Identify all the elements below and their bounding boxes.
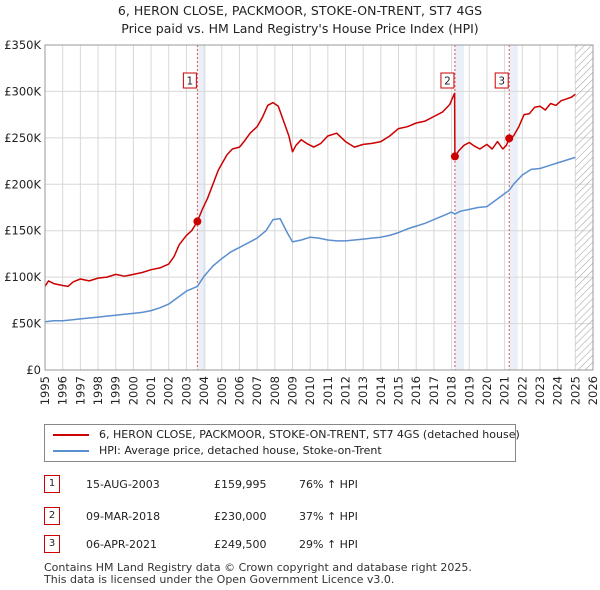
y-tick-label: £350K <box>4 38 41 52</box>
footer: Contains HM Land Registry data © Crown c… <box>44 562 472 586</box>
x-tick-label: 2022 <box>515 376 529 405</box>
x-tick-label: 2026 <box>586 376 600 405</box>
sale-price: £249,500 <box>214 538 267 551</box>
legend-swatch-property <box>53 434 89 436</box>
x-tick-label: 2010 <box>303 376 317 405</box>
y-tick-label: £150K <box>4 224 41 238</box>
x-tick-label: 2021 <box>498 376 512 405</box>
x-tick-label: 2011 <box>321 376 335 405</box>
x-tick-label: 2020 <box>480 376 494 405</box>
property-price-line <box>45 92 576 288</box>
legend-label-property: 6, HERON CLOSE, PACKMOOR, STOKE-ON-TRENT… <box>99 428 520 441</box>
sale-number-badge: 3 <box>44 535 60 553</box>
x-tick-label: 2014 <box>374 376 388 405</box>
x-tick-label: 2007 <box>250 376 264 405</box>
sale-label-box <box>440 72 455 89</box>
sale-date: 15-AUG-2003 <box>86 478 160 491</box>
y-tick-label: £100K <box>4 270 41 284</box>
x-tick-label: 2024 <box>551 376 565 405</box>
sale-hpi-change: 29% ↑ HPI <box>299 538 358 551</box>
price-chart: 1 2 3 £0 £50K £100K £150K £200K £250K £300K £350K… <box>4 38 600 405</box>
sale-date: 09-MAR-2018 <box>86 510 161 523</box>
title-line-2: Price paid vs. HM Land Registry's House … <box>121 21 479 36</box>
x-tick-label: 2025 <box>568 376 582 405</box>
sale-band <box>509 45 518 370</box>
sale-number-badge: 1 <box>44 475 60 493</box>
footer-licence: This data is licensed under the Open Gov… <box>44 573 395 586</box>
sale-price: £159,995 <box>214 478 267 491</box>
x-tick-label: 2013 <box>356 376 370 405</box>
x-tick-label: 1999 <box>109 376 123 405</box>
y-tick-label: £250K <box>4 131 41 145</box>
x-tick-label: 1996 <box>56 376 70 405</box>
x-tick-label: 2018 <box>445 376 459 405</box>
hpi-line <box>45 156 576 323</box>
y-tick-label: £200K <box>4 177 41 191</box>
x-tick-label: 2000 <box>126 376 140 405</box>
x-tick-label: 2023 <box>533 376 547 405</box>
y-tick-label: £0 <box>26 363 41 377</box>
x-tick-label: 2001 <box>144 376 158 405</box>
forecast-hatch <box>575 45 593 370</box>
sale-hpi-change: 76% ↑ HPI <box>299 478 358 491</box>
x-tick-label: 2002 <box>162 376 176 405</box>
x-tick-label: 2017 <box>427 376 441 405</box>
legend: 6, HERON CLOSE, PACKMOOR, STOKE-ON-TRENT… <box>44 424 520 462</box>
legend-swatch-hpi <box>53 450 89 452</box>
sale-number-badge: 2 <box>44 507 60 525</box>
x-tick-label: 2004 <box>197 376 211 405</box>
legend-label-hpi: HPI: Average price, detached house, Stok… <box>99 444 382 457</box>
sale-label-text: 1 <box>187 76 194 88</box>
y-tick-label: £300K <box>4 84 41 98</box>
sale-point <box>193 217 202 226</box>
plot-border <box>44 44 594 371</box>
sale-label-box <box>494 72 509 89</box>
x-tick-label: 2019 <box>462 376 476 405</box>
x-tick-label: 1997 <box>73 376 87 405</box>
x-tick-label: 2016 <box>409 376 423 405</box>
sale-date: 06-APR-2021 <box>86 538 158 551</box>
chart-title: 6, HERON CLOSE, PACKMOOR, STOKE-ON-TRENT… <box>0 2 600 38</box>
title-line-1: 6, HERON CLOSE, PACKMOOR, STOKE-ON-TRENT… <box>117 3 483 18</box>
sale-label-text: 3 <box>498 76 505 88</box>
x-tick-label: 2009 <box>285 376 299 405</box>
x-tick-label: 2003 <box>179 376 193 405</box>
sale-point <box>450 152 459 161</box>
sale-label-box <box>182 72 197 89</box>
x-tick-label: 2006 <box>232 376 246 405</box>
x-tick-label: 2005 <box>215 376 229 405</box>
x-tick-label: 2008 <box>268 376 282 405</box>
sale-hpi-change: 37% ↑ HPI <box>299 510 358 523</box>
sale-band <box>197 45 206 370</box>
sale-band <box>454 45 464 370</box>
x-tick-label: 2012 <box>339 376 353 405</box>
footer-copyright: Contains HM Land Registry data © Crown c… <box>44 561 472 574</box>
y-tick-label: £50K <box>12 317 42 331</box>
sale-price: £230,000 <box>214 510 267 523</box>
plot-area <box>45 45 593 370</box>
x-tick-label: 1995 <box>38 376 52 405</box>
x-tick-label: 1998 <box>91 376 105 405</box>
x-tick-label: 2015 <box>392 376 406 405</box>
sale-point <box>505 134 514 143</box>
sale-label-text: 2 <box>444 76 451 88</box>
